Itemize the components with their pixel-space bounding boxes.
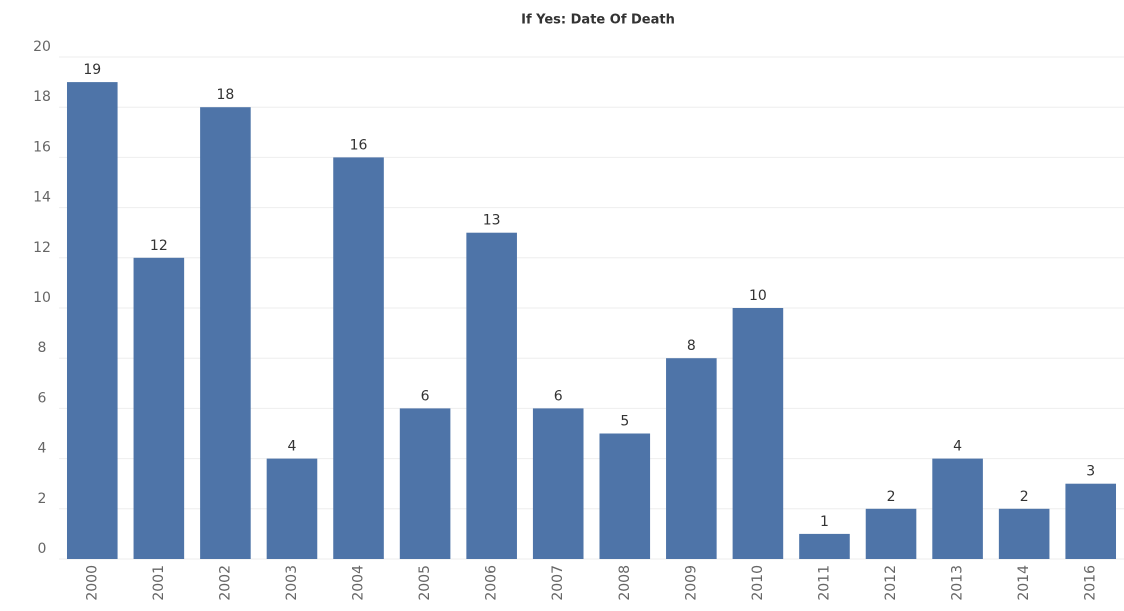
data-label: 4 — [953, 439, 962, 455]
data-label: 4 — [288, 439, 297, 455]
bar — [732, 308, 784, 559]
bar — [1065, 483, 1117, 559]
x-tick-label: 2004 — [351, 565, 367, 601]
bar — [66, 82, 118, 559]
bar — [200, 107, 251, 559]
bar — [666, 358, 717, 559]
bar — [932, 458, 983, 559]
y-tick-label: 10 — [33, 290, 51, 306]
data-label: 10 — [749, 288, 767, 304]
data-label: 8 — [687, 338, 696, 354]
bar — [466, 232, 517, 559]
y-tick-label: 20 — [33, 39, 51, 55]
bar — [133, 257, 185, 559]
data-label: 1 — [820, 514, 829, 530]
bar — [799, 533, 850, 559]
y-tick-label: 18 — [33, 89, 51, 105]
data-label: 6 — [554, 388, 563, 404]
bar — [266, 458, 318, 559]
y-tick-label: 12 — [33, 240, 51, 256]
bar — [399, 408, 451, 559]
x-tick-label: 2007 — [550, 565, 566, 601]
data-label: 2 — [1020, 489, 1029, 505]
x-tick-label: 2003 — [284, 565, 300, 601]
x-tick-label: 2008 — [617, 565, 633, 601]
bar — [998, 508, 1050, 559]
y-tick-label: 2 — [38, 491, 47, 507]
bar — [532, 408, 584, 559]
x-tick-label: 2001 — [151, 565, 167, 601]
y-tick-label: 0 — [38, 541, 47, 557]
x-tick-label: 2012 — [883, 565, 899, 601]
x-tick-label: 2006 — [484, 565, 500, 601]
x-tick-label: 2011 — [816, 565, 832, 601]
x-tick-label: 2005 — [417, 565, 433, 601]
data-label: 18 — [216, 87, 234, 103]
y-tick-label: 4 — [38, 441, 47, 457]
bar — [599, 433, 651, 559]
bar — [865, 508, 917, 559]
data-label: 2 — [887, 489, 896, 505]
chart-title: If Yes: Date Of Death — [521, 13, 675, 28]
x-tick-label: 2002 — [217, 565, 233, 601]
y-tick-label: 14 — [33, 190, 51, 206]
y-tick-label: 8 — [38, 340, 47, 356]
x-tick-label: 2000 — [84, 565, 100, 601]
x-tick-label: 2013 — [950, 565, 966, 601]
y-tick-label: 6 — [38, 390, 47, 406]
x-tick-label: 2009 — [683, 565, 699, 601]
data-label: 12 — [150, 238, 168, 254]
data-label: 16 — [350, 137, 368, 153]
y-tick-label: 16 — [33, 139, 51, 155]
data-label: 6 — [421, 388, 430, 404]
data-label: 5 — [620, 414, 629, 430]
data-label: 3 — [1086, 464, 1095, 480]
x-tick-label: 2010 — [750, 565, 766, 601]
data-label: 19 — [83, 62, 101, 78]
x-tick-label: 2014 — [1016, 565, 1032, 601]
x-tick-label: 2016 — [1083, 565, 1099, 601]
data-label: 13 — [483, 213, 501, 229]
bar — [333, 157, 384, 559]
